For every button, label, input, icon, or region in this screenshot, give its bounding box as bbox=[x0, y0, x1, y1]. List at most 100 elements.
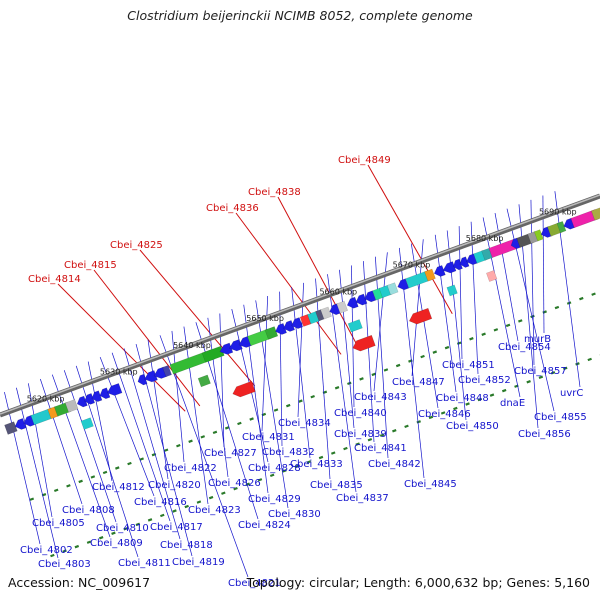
highlighted-gene-label: Cbei_4814 bbox=[28, 274, 81, 285]
outer-tick-mark bbox=[554, 305, 560, 310]
gene-label: Cbei_4848 bbox=[436, 393, 489, 404]
gene-block-shape bbox=[446, 284, 458, 297]
gene-label: Cbei_4845 bbox=[404, 479, 457, 490]
blue-leader-line bbox=[159, 335, 249, 578]
outer-tick-mark bbox=[123, 527, 128, 531]
outer-tick-mark bbox=[383, 368, 389, 372]
gene-label: Cbei_4818 bbox=[160, 540, 213, 551]
scale-label: 5650 kbp bbox=[246, 314, 284, 323]
gene-label: Cbei_4837 bbox=[336, 493, 389, 504]
rna-arrow bbox=[408, 307, 433, 325]
outer-tick-mark bbox=[294, 464, 299, 469]
outer-tick-mark bbox=[135, 522, 141, 527]
outer-tick-mark bbox=[184, 504, 189, 509]
gene-label: Cbei_4821 bbox=[228, 578, 281, 589]
outer-tick-mark bbox=[245, 482, 251, 486]
outer-tick-mark bbox=[392, 429, 397, 433]
backbone-line bbox=[0, 193, 600, 418]
gene-block-shape bbox=[347, 319, 363, 333]
outer-tick-mark bbox=[420, 354, 425, 359]
gene-label: Cbei_4808 bbox=[62, 505, 115, 516]
gene-label: Cbei_4803 bbox=[38, 559, 91, 570]
blue-leader-line bbox=[363, 261, 375, 443]
gene-block-upper bbox=[486, 270, 498, 282]
gene-block bbox=[162, 365, 172, 378]
gene-block bbox=[591, 206, 600, 221]
accession-text: Accession: NC_009617 bbox=[8, 575, 151, 590]
outer-tick-mark bbox=[465, 402, 470, 406]
gene-arrow-shape bbox=[397, 278, 410, 291]
outer-tick-mark bbox=[310, 394, 315, 399]
outer-tick-mark bbox=[102, 470, 108, 475]
highlighted-gene-label: Cbei_4838 bbox=[248, 187, 301, 198]
outer-tick-mark bbox=[196, 500, 202, 504]
gene-arrow-shape bbox=[137, 373, 148, 386]
outer-tick-mark bbox=[347, 381, 352, 386]
blue-leader-line bbox=[446, 230, 467, 421]
outer-tick-mark bbox=[591, 292, 596, 296]
gene-label: Cbei_4852 bbox=[458, 375, 511, 386]
outer-tick-mark bbox=[172, 509, 177, 513]
gene-label: Cbei_4822 bbox=[164, 463, 217, 474]
outer-tick-mark bbox=[518, 319, 523, 323]
blue-leader-line bbox=[63, 370, 117, 523]
outer-tick-mark bbox=[53, 488, 59, 493]
outer-tick-mark bbox=[404, 424, 409, 429]
gene-block-upper bbox=[347, 319, 363, 333]
gene-label: Cbei_4817 bbox=[150, 522, 203, 533]
outer-tick-mark bbox=[160, 513, 165, 518]
outer-tick-mark bbox=[163, 448, 169, 452]
outer-tick-mark bbox=[456, 341, 462, 345]
outer-tick-mark bbox=[74, 544, 80, 549]
outer-tick-mark bbox=[526, 380, 531, 384]
blue-leader-line bbox=[243, 304, 269, 494]
gene-label: Cbei_4847 bbox=[392, 377, 445, 388]
outer-tick-mark bbox=[62, 549, 67, 553]
gene-block-shape bbox=[486, 270, 498, 282]
gene-label: Cbei_4846 bbox=[418, 409, 471, 420]
gene-block-shape bbox=[197, 374, 211, 388]
outer-tick-mark bbox=[395, 363, 401, 368]
outer-tick-mark bbox=[379, 433, 385, 437]
blue-leader-line bbox=[339, 269, 355, 429]
gene-block bbox=[386, 282, 399, 296]
gene-block-shape bbox=[64, 399, 79, 413]
highlighted-gene-label: Cbei_4825 bbox=[110, 240, 163, 251]
gene-arrow-shape bbox=[364, 290, 377, 303]
outer-tick-mark bbox=[550, 371, 556, 375]
outer-tick-mark bbox=[587, 357, 592, 362]
outer-tick-mark bbox=[282, 469, 287, 473]
outer-tick-mark bbox=[428, 415, 434, 420]
red-leader-line bbox=[57, 283, 186, 412]
gene-label: Cbei_4832 bbox=[262, 447, 315, 458]
outer-tick-mark bbox=[444, 345, 450, 350]
gene-label: Cbei_4829 bbox=[248, 494, 301, 505]
gene-block-upper bbox=[446, 284, 458, 297]
gene-arrow bbox=[364, 290, 377, 303]
blue-leader-line bbox=[434, 234, 457, 393]
outer-tick-mark bbox=[208, 495, 214, 500]
blue-leader-line bbox=[51, 374, 111, 538]
gene-label: Cbei_4850 bbox=[446, 421, 499, 432]
highlighted-gene-label: Cbei_4836 bbox=[206, 203, 259, 214]
outer-tick-mark bbox=[318, 455, 324, 460]
outer-tick-mark bbox=[579, 296, 584, 301]
outer-tick-mark bbox=[221, 491, 226, 495]
gene-arrow-shape bbox=[408, 307, 433, 325]
outer-tick-mark bbox=[257, 478, 263, 482]
red-leader-line bbox=[139, 249, 256, 387]
backbone-highlight bbox=[0, 194, 600, 415]
gene-label: dnaE bbox=[500, 398, 525, 409]
blue-leader-line bbox=[530, 199, 535, 366]
map-title: Clostridium beijerinckii NCIMB 8052, com… bbox=[127, 8, 473, 23]
outer-tick-mark bbox=[538, 375, 544, 379]
blue-leader-line bbox=[111, 352, 171, 522]
gene-label: Cbei_4857 bbox=[514, 366, 567, 377]
gene-label: Cbei_4843 bbox=[354, 392, 407, 403]
gene-label: murB bbox=[524, 334, 551, 345]
red-leader-line bbox=[277, 196, 360, 349]
blue-leader-line bbox=[4, 392, 41, 545]
gene-block-upper bbox=[197, 374, 211, 388]
outer-tick-mark bbox=[530, 314, 535, 319]
